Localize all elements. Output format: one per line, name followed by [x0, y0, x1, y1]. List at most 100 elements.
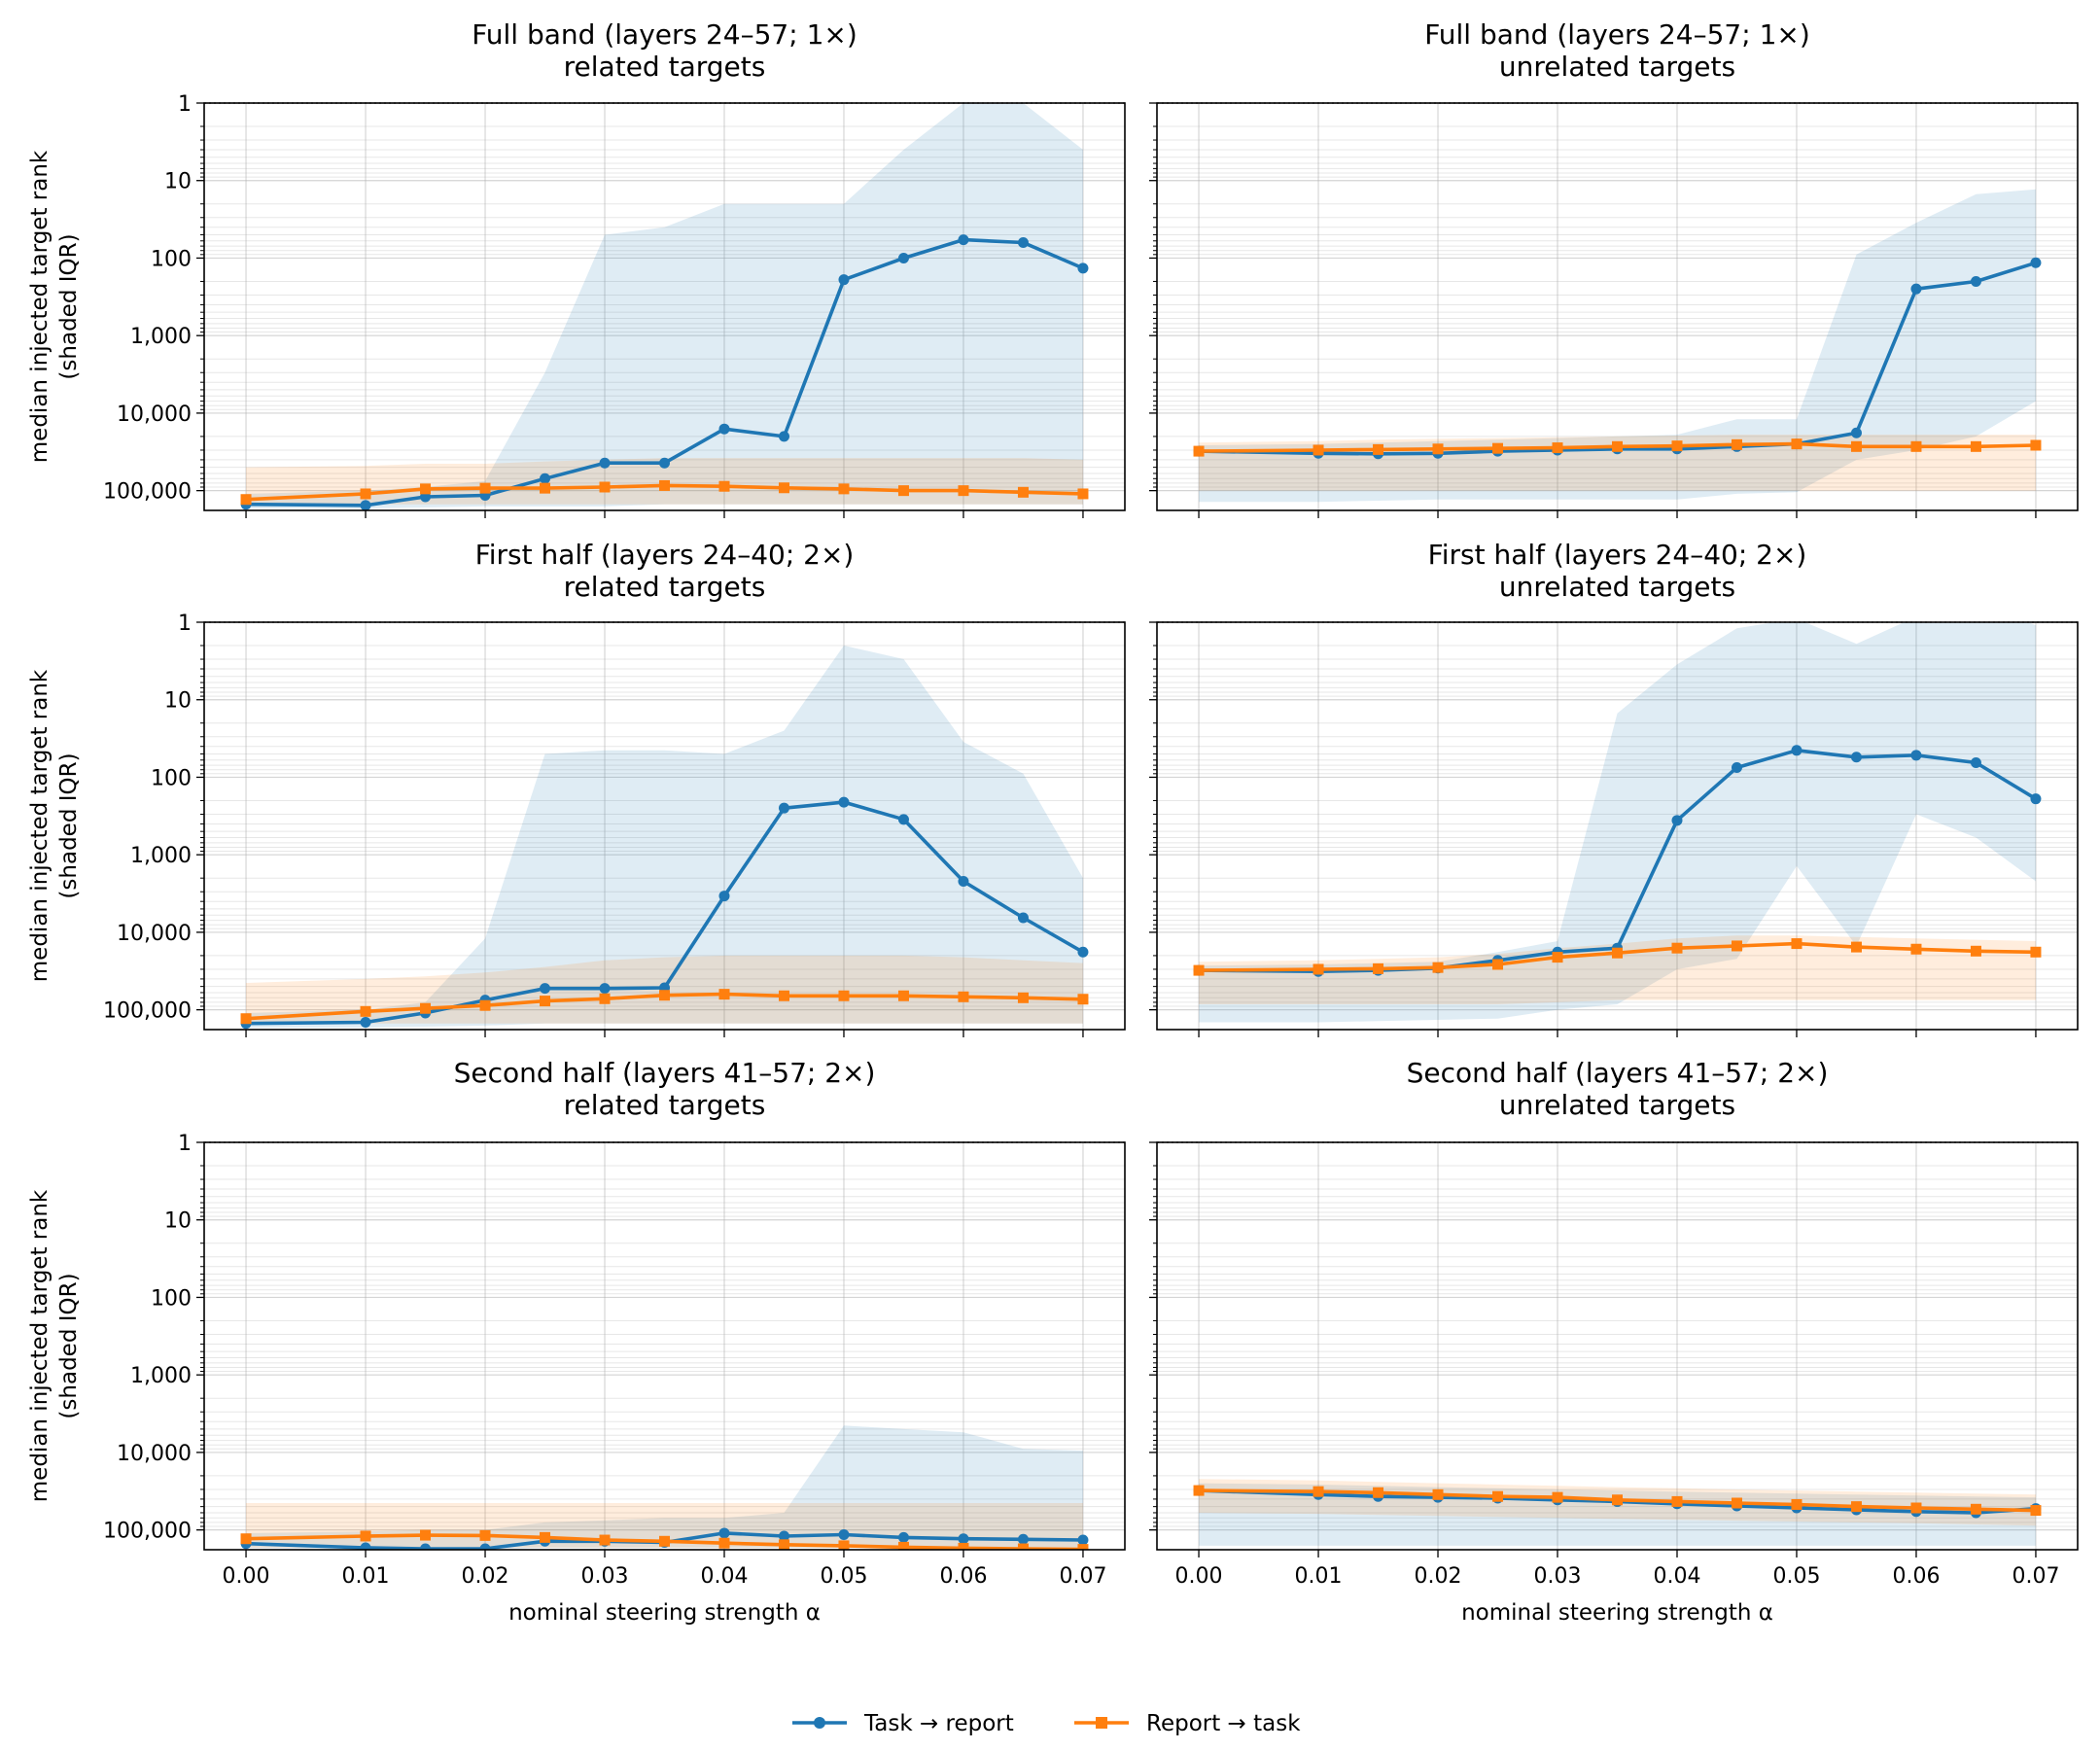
legend: Task → report Report → task: [792, 1711, 1301, 1736]
data-point: [1017, 1533, 1029, 1545]
y-tick-label: 100: [151, 1286, 192, 1311]
data-point: [659, 457, 670, 469]
iqr-band: [246, 103, 1083, 508]
data-point: [1373, 1487, 1384, 1498]
data-point: [1791, 938, 1802, 950]
data-point: [958, 485, 969, 497]
x-tick-label: 0.00: [1175, 1564, 1223, 1589]
data-point: [1612, 947, 1623, 959]
data-point: [479, 1529, 491, 1541]
plot-area: [240, 1425, 1089, 1550]
plot-area: [1193, 1479, 2042, 1546]
data-point: [1910, 440, 1922, 452]
data-point: [1671, 1495, 1683, 1507]
legend-label: Report → task: [1146, 1711, 1301, 1736]
axes-frame: [203, 102, 1126, 511]
data-point: [838, 1528, 850, 1540]
data-point: [718, 423, 730, 435]
data-point: [420, 483, 432, 495]
data-point: [599, 993, 611, 1004]
chart-panel: First half (layers 24–40; 2×)unrelated t…: [1149, 539, 2079, 1037]
grid-lines: [1157, 1142, 2078, 1550]
axes-frame: [203, 621, 1126, 1031]
chart-subtitle: related targets: [564, 571, 766, 603]
y-axis-label: median injected target rank: [27, 150, 52, 463]
data-point: [1492, 442, 1504, 454]
data-point: [718, 891, 730, 902]
data-point: [778, 802, 789, 814]
series-line: [1198, 261, 2037, 456]
x-tick-label: 0.07: [1059, 1564, 1106, 1589]
chart-subtitle: unrelated targets: [1499, 1089, 1735, 1121]
plot-area: [1193, 622, 2042, 1023]
data-point: [659, 990, 670, 1001]
data-point: [1432, 962, 1444, 973]
data-point: [718, 480, 730, 492]
data-point: [1731, 1497, 1742, 1509]
x-tick-label: 0.06: [1892, 1564, 1940, 1589]
y-tick-label: 10: [164, 170, 192, 194]
data-point: [540, 983, 551, 995]
data-point: [1910, 750, 1922, 761]
data-point: [599, 983, 611, 995]
data-point: [360, 500, 371, 510]
data-point: [1017, 912, 1029, 924]
data-point: [958, 875, 969, 887]
data-point: [1312, 963, 1324, 975]
data-point: [2030, 1505, 2042, 1517]
chart-title: Second half (layers 41–57; 2×): [1407, 1057, 1829, 1089]
axes-frame: [1156, 102, 2079, 511]
data-point: [1077, 1534, 1089, 1546]
chart-title: Full band (layers 24–57; 1×): [1424, 18, 1810, 51]
chart-subtitle: unrelated targets: [1499, 571, 1735, 603]
data-point: [718, 989, 730, 1000]
chart-panel: 0.00 0.01 0.02 0.03 0.04 0.05 0.06 0.07 Second h…: [1149, 1057, 2079, 1626]
data-point: [1552, 442, 1563, 454]
axes-frame: [203, 1141, 1126, 1551]
x-tick-label: 0.01: [342, 1564, 390, 1589]
data-point: [1017, 486, 1029, 498]
axes-frame: [1156, 621, 2079, 1031]
data-point: [1970, 1503, 1981, 1515]
y-tick-label: 100,000: [103, 1520, 192, 1544]
y-tick-label: 1,000: [130, 1364, 192, 1388]
chart-title: Full band (layers 24–57; 1×): [472, 18, 858, 51]
data-point: [1077, 488, 1089, 500]
y-tick-label: 100: [151, 766, 192, 790]
y-tick-label: 100: [151, 247, 192, 271]
chart-panel: 1 10 100 1,000 10,000 100,000 Full band (layer…: [27, 18, 1126, 518]
y-tick-label: 10,000: [117, 402, 192, 427]
data-point: [240, 1533, 252, 1545]
panels: 1 10 100 1,000 10,000 100,000 Full band (layer…: [27, 18, 2079, 1626]
legend-marker: [1096, 1717, 1107, 1729]
legend-label: Task → report: [863, 1711, 1014, 1736]
data-point: [420, 1529, 432, 1541]
data-point: [1850, 752, 1862, 763]
data-point: [240, 1013, 252, 1025]
data-point: [1373, 962, 1384, 974]
data-point: [1731, 438, 1742, 450]
data-point: [2030, 439, 2042, 451]
grid-lines: [1157, 622, 2078, 1030]
data-point: [897, 1531, 909, 1543]
x-tick-label: 0.05: [820, 1564, 867, 1589]
data-point: [360, 1017, 371, 1029]
data-point: [240, 494, 252, 506]
iqr-band: [1199, 935, 2036, 1004]
data-point: [540, 482, 551, 494]
data-point: [1910, 283, 1922, 295]
data-point: [1791, 1499, 1802, 1511]
data-point: [897, 252, 909, 263]
data-point: [1492, 1490, 1504, 1502]
data-point: [1492, 959, 1504, 970]
y-tick-label: 1: [178, 612, 192, 636]
grid-lines: [204, 103, 1125, 510]
data-point: [1970, 440, 1981, 452]
y-axis-label-sub: (shaded IQR): [56, 1273, 82, 1418]
series-line: [1198, 1488, 2037, 1513]
data-point: [838, 990, 850, 1001]
data-point: [360, 1005, 371, 1017]
data-point: [360, 1530, 371, 1542]
